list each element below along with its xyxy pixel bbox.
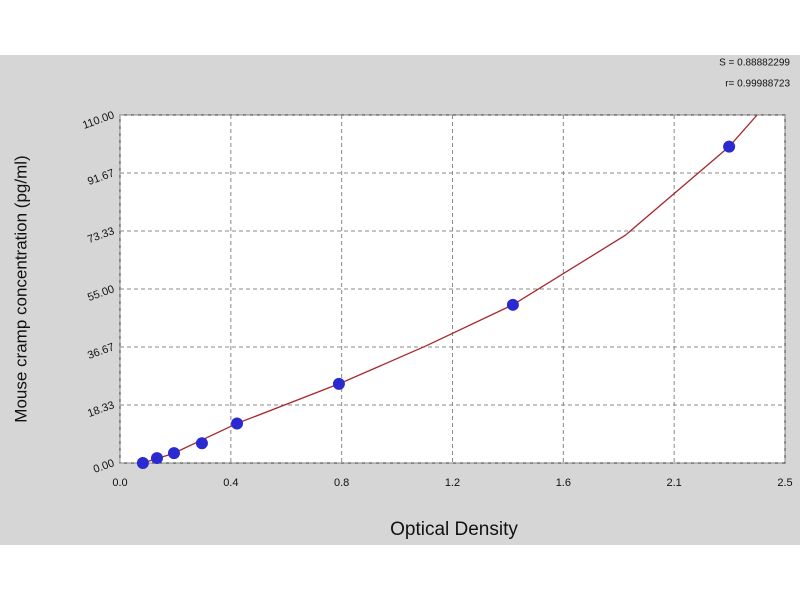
data-point: [167, 447, 180, 460]
data-point: [723, 140, 736, 153]
x-tick-label: 1.2: [445, 477, 460, 489]
annotation: S = 0.88882299: [719, 58, 790, 69]
data-point: [231, 417, 244, 430]
y-axis-label: Mouse cramp concentration (pg/ml): [11, 155, 30, 422]
data-point: [506, 298, 519, 311]
data-point: [136, 457, 149, 469]
x-tick-label: 0.0: [112, 477, 127, 489]
x-tick-label: 0.8: [334, 477, 349, 489]
x-tick-label: 2.1: [667, 477, 682, 489]
data-point: [195, 437, 208, 450]
data-point: [150, 452, 163, 465]
x-axis-label: Optical Density: [390, 519, 518, 540]
data-point: [332, 377, 345, 390]
annotation: r= 0.99988723: [725, 79, 790, 90]
x-tick-label: 2.5: [777, 477, 792, 489]
x-tick-label: 1.6: [556, 477, 571, 489]
fit-curve: [142, 114, 758, 464]
x-tick-label: 0.4: [223, 477, 238, 489]
